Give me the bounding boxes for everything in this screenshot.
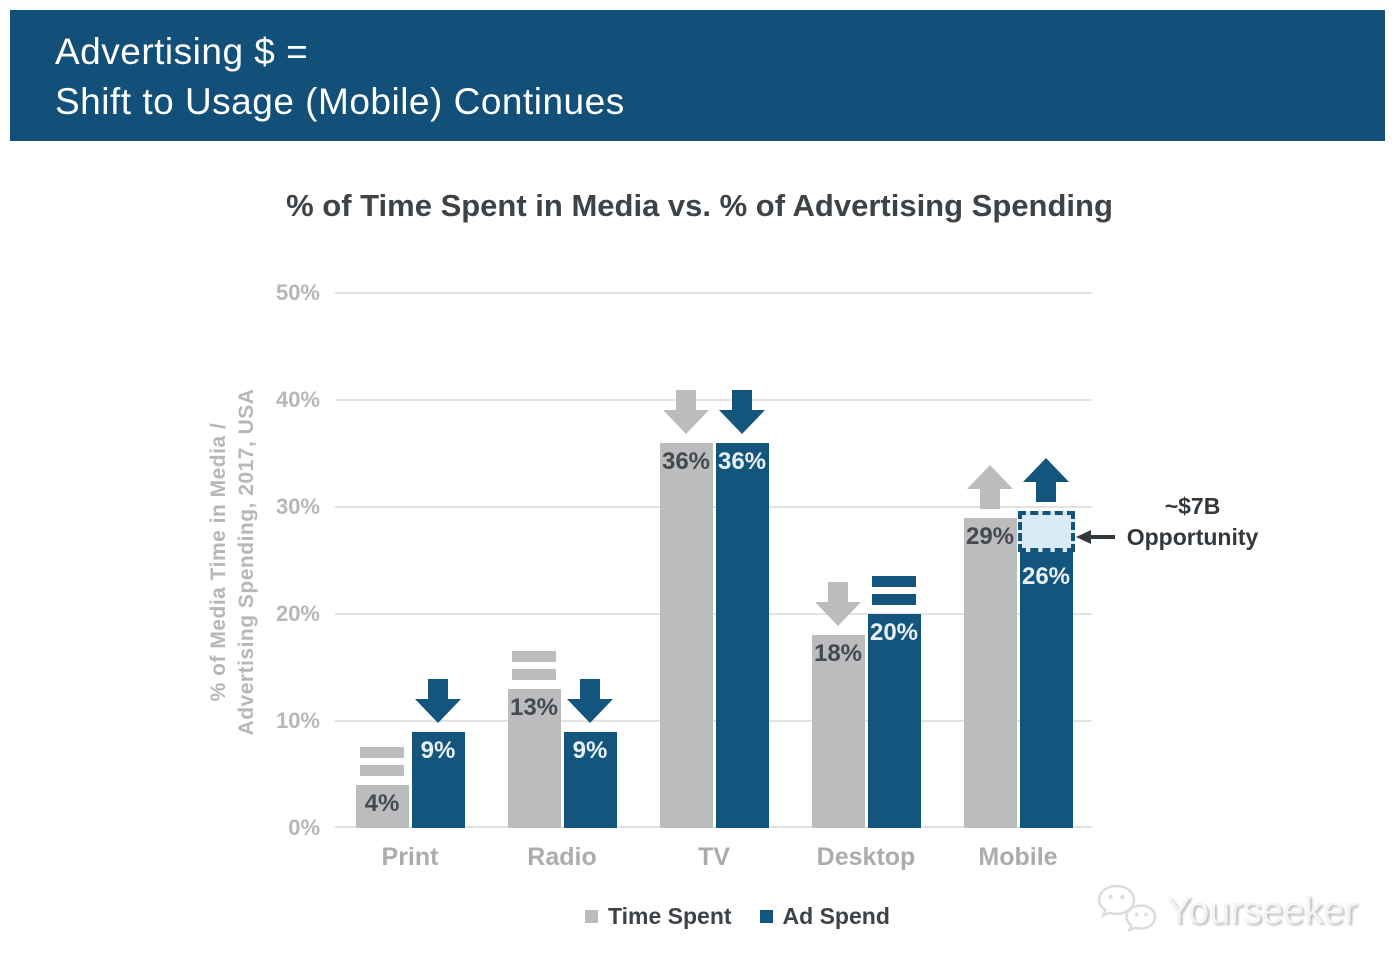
bar-group-print-ad-spend: 9% [411, 293, 465, 828]
chart-title: % of Time Spent in Media vs. % of Advert… [286, 188, 1113, 223]
bar-value-label: 9% [572, 736, 608, 764]
indicator-down-arrow-icon [719, 389, 765, 434]
arrow-shaft [1091, 535, 1115, 539]
legend-item-time-spent: Time Spent [585, 903, 732, 930]
banner-line-1: Advertising $ = [55, 31, 309, 72]
bar-group-tv-time-spent: 36% [659, 293, 713, 828]
indicator-down-arrow-icon [415, 678, 461, 723]
watermark: Yourseeker [1096, 884, 1357, 938]
y-tick-0%: 0% [288, 815, 320, 840]
legend-label-time-spent: Time Spent [608, 903, 732, 929]
opportunity-annotation-line-2: Opportunity [1126, 524, 1259, 550]
bar-value-label: 13% [509, 693, 559, 721]
banner-line-2: Shift to Usage (Mobile) Continues [55, 81, 625, 122]
legend: Time Spent Ad Spend [585, 903, 890, 930]
opportunity-arrow-icon [1076, 530, 1115, 544]
category-label-mobile: Mobile [978, 843, 1058, 871]
y-tick-40%: 40% [275, 387, 320, 412]
title-banner: Advertising $ = Shift to Usage (Mobile) … [10, 10, 1385, 141]
indicator-down-arrow-icon [815, 582, 861, 627]
opportunity-gap-box [1017, 511, 1075, 552]
bar-tv-ad-spend [715, 442, 769, 828]
category-label-print: Print [381, 843, 439, 871]
opportunity-annotation: ~$7B Opportunity [1110, 491, 1275, 553]
opportunity-annotation-line-1: ~$7B [1164, 493, 1221, 519]
bar-group-mobile-time-spent: 29% [963, 293, 1017, 828]
bar-group-tv-ad-spend: 36% [715, 293, 769, 828]
indicator-up-arrow-icon [1023, 458, 1069, 503]
bar-value-label: 29% [965, 522, 1015, 550]
bar-value-label: 20% [869, 619, 919, 646]
indicator-equals-icon [512, 650, 556, 680]
legend-label-ad-spend: Ad Spend [782, 903, 890, 929]
y-tick-20%: 20% [275, 601, 320, 626]
gridline-30% [335, 506, 1092, 508]
bar-value-label: 26% [1021, 562, 1071, 590]
gridline-50% [335, 292, 1092, 294]
category-label-radio: Radio [527, 843, 597, 871]
legend-item-ad-spend: Ad Spend [759, 903, 890, 930]
y-tick-10%: 10% [275, 708, 320, 733]
bar-group-radio-time-spent: 13% [507, 293, 561, 828]
y-tick-50%: 50% [275, 280, 320, 305]
bar-group-print-time-spent: 4% [355, 293, 409, 828]
bar-desktop-ad-spend [867, 614, 921, 828]
bar-radio-time-spent [507, 688, 561, 828]
indicator-down-arrow-icon [663, 389, 709, 434]
bar-mobile-ad-spend [1019, 549, 1073, 828]
bar-print-time-spent [355, 785, 409, 828]
gridline-20% [335, 613, 1092, 615]
chart-plot-area: ~$7B Opportunity Print 4% 9% Radio 13% 9% TV 36… [335, 292, 1258, 871]
y-tick-30%: 30% [275, 494, 320, 519]
bar-tv-time-spent [659, 442, 713, 828]
indicator-equals-icon [872, 576, 916, 605]
bar-group-radio-ad-spend: 9% [563, 293, 617, 828]
category-label-desktop: Desktop [816, 843, 916, 871]
bar-desktop-time-spent [811, 635, 865, 828]
bar-value-label: 18% [813, 640, 863, 668]
watermark-text: Yourseeker [1166, 889, 1357, 932]
gridline-10% [335, 720, 1092, 722]
chat-bubbles-icon [1097, 884, 1157, 933]
bar-group-mobile-ad-spend: 26% [1017, 293, 1075, 828]
gridline-40% [335, 399, 1092, 401]
bar-print-ad-spend [411, 731, 465, 828]
ad-spend-swatch-icon [759, 910, 773, 923]
y-axis-ticks: 0% 10% 20% 30% 40% 50% [225, 280, 320, 840]
bar-value-label: 9% [420, 736, 456, 764]
indicator-equals-icon [360, 747, 404, 777]
bar-radio-ad-spend [563, 731, 617, 828]
bar-mobile-time-spent [963, 517, 1017, 828]
time-spent-swatch-icon [585, 910, 598, 923]
category-label-tv: TV [698, 843, 730, 871]
bar-group-desktop-ad-spend: 20% [867, 293, 921, 828]
arrow-head [1076, 530, 1091, 544]
indicator-up-arrow-icon [967, 464, 1013, 509]
indicator-down-arrow-icon [567, 678, 613, 723]
x-axis-baseline [335, 826, 1092, 828]
bar-value-label: 36% [717, 447, 767, 475]
bar-group-desktop-time-spent: 18% [811, 293, 865, 828]
bar-value-label: 4% [364, 790, 400, 818]
bar-value-label: 36% [661, 447, 711, 475]
